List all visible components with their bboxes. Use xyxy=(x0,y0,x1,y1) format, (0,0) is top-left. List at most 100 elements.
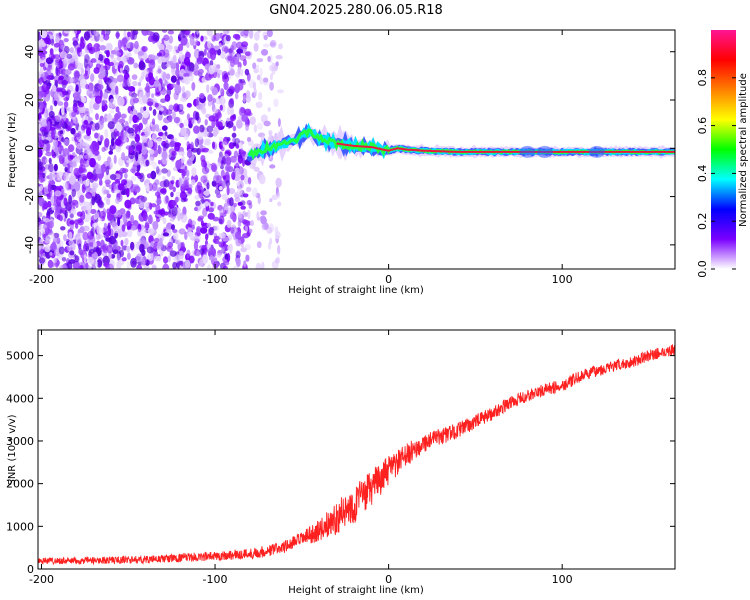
speckle-dot xyxy=(171,206,178,217)
speckle-dot xyxy=(186,231,194,238)
speckle-dot xyxy=(74,57,79,66)
speckle-dot xyxy=(79,226,85,234)
speckle-dot xyxy=(43,112,47,118)
speckle-dot xyxy=(158,49,166,57)
speckle-dot xyxy=(152,55,159,60)
speckle-dot xyxy=(164,79,168,86)
speckle-dot xyxy=(58,215,63,222)
speckle-dot xyxy=(141,134,149,142)
speckle-dot xyxy=(214,97,223,105)
speckle-dot xyxy=(191,118,197,126)
speckle-dot xyxy=(58,75,64,81)
speckle-dot xyxy=(64,166,68,173)
speckle-dot xyxy=(74,255,80,263)
speckle-dot xyxy=(80,205,87,211)
speckle-dot xyxy=(104,138,110,148)
speckle-dot xyxy=(267,242,272,250)
speckle-dot xyxy=(196,181,202,189)
speckle-dot xyxy=(163,211,169,216)
speckle-dot xyxy=(82,175,88,181)
speckle-dot xyxy=(275,61,279,67)
speckle-dot xyxy=(209,226,215,236)
spectrogram-y-ticks: -40 -20 0 20 40 xyxy=(23,45,675,254)
speckle-dot xyxy=(209,47,216,55)
speckle-dot xyxy=(62,147,70,158)
speckle-dot xyxy=(221,141,228,147)
speckle-dot xyxy=(73,219,80,225)
speckle-dot xyxy=(196,56,203,65)
speckle-dot xyxy=(153,80,160,88)
speckle-dot xyxy=(234,92,239,100)
speckle-dot xyxy=(88,242,95,247)
speckle-dot xyxy=(76,211,83,217)
speckle-dot xyxy=(201,196,205,204)
speckle-dot xyxy=(101,146,106,152)
speckle-dot xyxy=(135,144,143,152)
speckle-dot xyxy=(69,250,75,256)
speckle-dot xyxy=(190,141,194,150)
speckle-dot xyxy=(38,101,41,108)
speckle-dot xyxy=(178,43,184,52)
speckle-dot xyxy=(172,228,178,234)
speckle-dot xyxy=(95,240,101,247)
speckle-dot xyxy=(163,142,170,149)
speckle-dot xyxy=(226,219,232,229)
speckle-dot xyxy=(39,224,44,230)
speckle-dot xyxy=(206,182,210,190)
speckle-dot xyxy=(227,86,236,95)
speckle-dot xyxy=(137,51,144,56)
speckle-dot xyxy=(172,255,178,261)
speckle-dot xyxy=(183,119,189,127)
speckle-dot xyxy=(55,206,61,215)
speckle-dot xyxy=(209,30,214,40)
speckle-dot xyxy=(271,194,279,201)
speckle-dot xyxy=(87,117,93,122)
speckle-dot xyxy=(141,30,149,36)
speckle-dot xyxy=(70,127,76,135)
speckle-dot xyxy=(230,59,235,68)
speckle-dot xyxy=(51,241,57,250)
speckle-dot xyxy=(158,43,165,52)
speckle-dot xyxy=(252,81,257,90)
speckle-dot xyxy=(199,93,205,99)
speckle-dot xyxy=(131,168,136,174)
speckle-dot xyxy=(73,181,81,192)
speckle-dot xyxy=(83,159,90,168)
speckle-dot xyxy=(117,210,123,216)
speckle-dot xyxy=(212,97,217,104)
speckle-dot xyxy=(41,83,49,93)
speckle-dot xyxy=(126,260,131,269)
speckle-dot xyxy=(82,231,89,241)
speckle-dot xyxy=(120,113,127,119)
speckle-dot xyxy=(173,233,179,240)
x-tick-label: -200 xyxy=(29,573,54,586)
speckle-dot xyxy=(51,130,56,140)
speckle-dot xyxy=(218,241,225,248)
snr-x-label: Height of straight line (km) xyxy=(288,585,424,596)
speckle-dot xyxy=(48,157,52,164)
speckle-dot xyxy=(219,87,223,93)
speckle-dot xyxy=(98,201,105,209)
speckle-dot xyxy=(229,107,235,117)
speckle-dot xyxy=(48,220,54,229)
speckle-dot xyxy=(247,176,252,185)
speckle-dot xyxy=(171,150,177,156)
speckle-dot xyxy=(204,119,208,126)
speckle-dot xyxy=(224,205,229,211)
speckle-dot xyxy=(213,108,219,114)
speckle-dot xyxy=(53,42,61,48)
speckle-dot xyxy=(83,119,89,125)
speckle-dot xyxy=(157,159,162,165)
speckle-dot xyxy=(220,164,224,170)
speckle-dot xyxy=(256,74,261,81)
speckle-dot xyxy=(219,104,223,111)
speckle-dot xyxy=(240,247,247,253)
speckle-dot xyxy=(173,116,181,124)
speckle-dot xyxy=(115,85,119,95)
speckle-dot xyxy=(213,45,220,51)
speckle-dot xyxy=(212,216,220,222)
speckle-dot xyxy=(102,68,106,78)
speckle-dot xyxy=(221,193,228,201)
speckle-dot xyxy=(175,68,181,77)
